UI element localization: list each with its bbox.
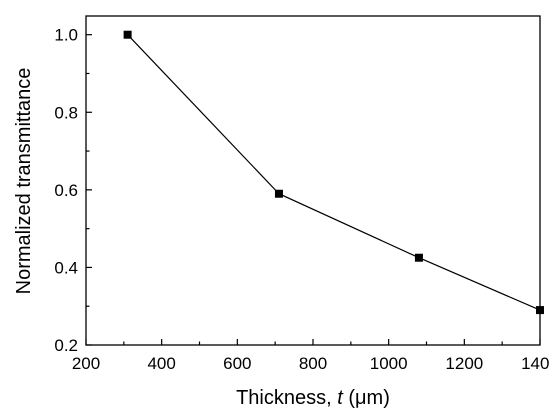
y-axis-title: Normalized transmittance [13, 68, 35, 295]
x-tick-label: 200 [72, 354, 100, 373]
y-tick-label: 0.2 [54, 336, 78, 355]
x-axis-title: Thickness, t (μm) [236, 387, 390, 409]
data-point [536, 306, 544, 315]
x-tick-label: 400 [147, 354, 175, 373]
plot-frame [85, 15, 541, 346]
x-tick-label: 1000 [370, 354, 408, 373]
series-line [127, 34, 541, 311]
series [123, 30, 544, 315]
y-tick-label: 1.0 [54, 26, 78, 45]
x-tick-label: 600 [223, 354, 251, 373]
x-axis-title-close: ) [383, 387, 390, 409]
y-tick-label: 0.8 [54, 103, 78, 122]
x-axis-title-open: ( [343, 387, 356, 409]
data-point [414, 253, 423, 262]
x-tick-label: 1200 [445, 354, 483, 373]
x-axis-title-prefix: Thickness, [236, 387, 337, 409]
x-axis-title-var: t [337, 387, 344, 409]
y-tick-label: 0.6 [54, 181, 78, 200]
x-axis-title-unit: μm [355, 387, 383, 409]
x-tick-label: 800 [299, 354, 327, 373]
ticks [85, 34, 541, 346]
data-point [274, 189, 283, 198]
data-point [123, 30, 132, 39]
y-tick-label: 0.4 [54, 258, 78, 277]
